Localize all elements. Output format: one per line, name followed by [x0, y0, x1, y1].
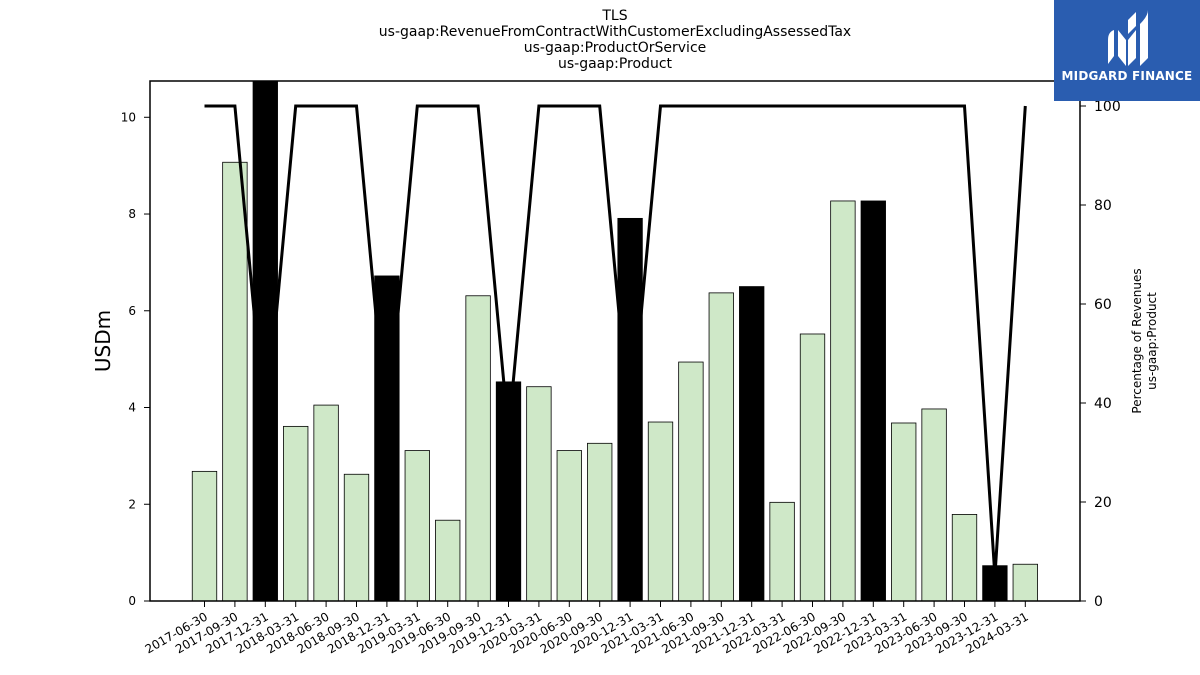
bar: [404, 450, 430, 602]
chart-title-line: us-gaap:RevenueFromContractWithCustomerE…: [379, 24, 851, 40]
bar: [191, 470, 218, 602]
bar: [465, 295, 491, 602]
chart-title-line: TLS: [601, 8, 627, 24]
bar: [891, 422, 917, 602]
y2-tick-label: 100: [1094, 99, 1121, 115]
y2-tick-label: 60: [1094, 297, 1112, 313]
bar: [283, 425, 309, 602]
bars-layer: [191, 80, 1038, 602]
bar: [343, 473, 370, 602]
y-axis-left: 0 2 4 6 8 10: [121, 110, 150, 608]
y2-tick-label: 80: [1094, 198, 1112, 214]
bar: [830, 200, 856, 602]
bar: [1012, 563, 1038, 602]
y-axis-label: USDm: [91, 310, 115, 372]
logo-mark-icon: [1108, 10, 1148, 66]
bar: [647, 421, 674, 602]
y-tick-label: 8: [128, 207, 136, 221]
chart-title-line: us-gaap:ProductOrService: [524, 40, 707, 56]
chart-title-line: us-gaap:Product: [558, 56, 673, 72]
bar: [678, 361, 704, 602]
bar: [860, 200, 886, 602]
bar: [222, 161, 248, 602]
bar: [556, 450, 582, 602]
y-tick-label: 0: [128, 594, 136, 608]
bar: [617, 217, 643, 602]
chart-title: TLSus-gaap:RevenueFromContractWithCustom…: [379, 8, 851, 72]
bar: [799, 333, 826, 602]
bar: [313, 404, 339, 602]
bar: [739, 286, 765, 602]
bar: [951, 514, 978, 602]
y2-axis-label: Percentage of Revenues us-gaap:Product: [1130, 268, 1159, 413]
bar: [708, 292, 734, 602]
y-tick-label: 2: [128, 497, 136, 511]
bar: [495, 381, 522, 602]
y-tick-label: 6: [128, 304, 136, 318]
bar: [587, 442, 613, 602]
x-axis: 2017-06-302017-09-302017-12-312018-03-31…: [143, 601, 1031, 656]
midgard-finance-logo: MIDGARD FINANCE: [1054, 0, 1200, 101]
line-layer: [204, 104, 1027, 577]
y2-axis-label-line: us-gaap:Product: [1145, 292, 1159, 390]
y2-tick-label: 40: [1094, 396, 1112, 412]
percentage-line: [204, 104, 1027, 577]
bar: [769, 501, 795, 602]
plot-frame: [149, 80, 1081, 602]
logo-text: MIDGARD FINANCE: [1061, 69, 1193, 83]
y-tick-label: 10: [121, 110, 136, 124]
y2-axis-label-line: Percentage of Revenues: [1130, 268, 1144, 413]
bar: [921, 408, 947, 602]
bar: [526, 386, 552, 602]
bar: [435, 519, 461, 602]
y-tick-label: 4: [128, 401, 136, 415]
y2-tick-label: 0: [1094, 594, 1103, 610]
y-axis-right: 0 20 40 60 80 100: [1080, 99, 1121, 610]
y2-tick-label: 20: [1094, 495, 1112, 511]
